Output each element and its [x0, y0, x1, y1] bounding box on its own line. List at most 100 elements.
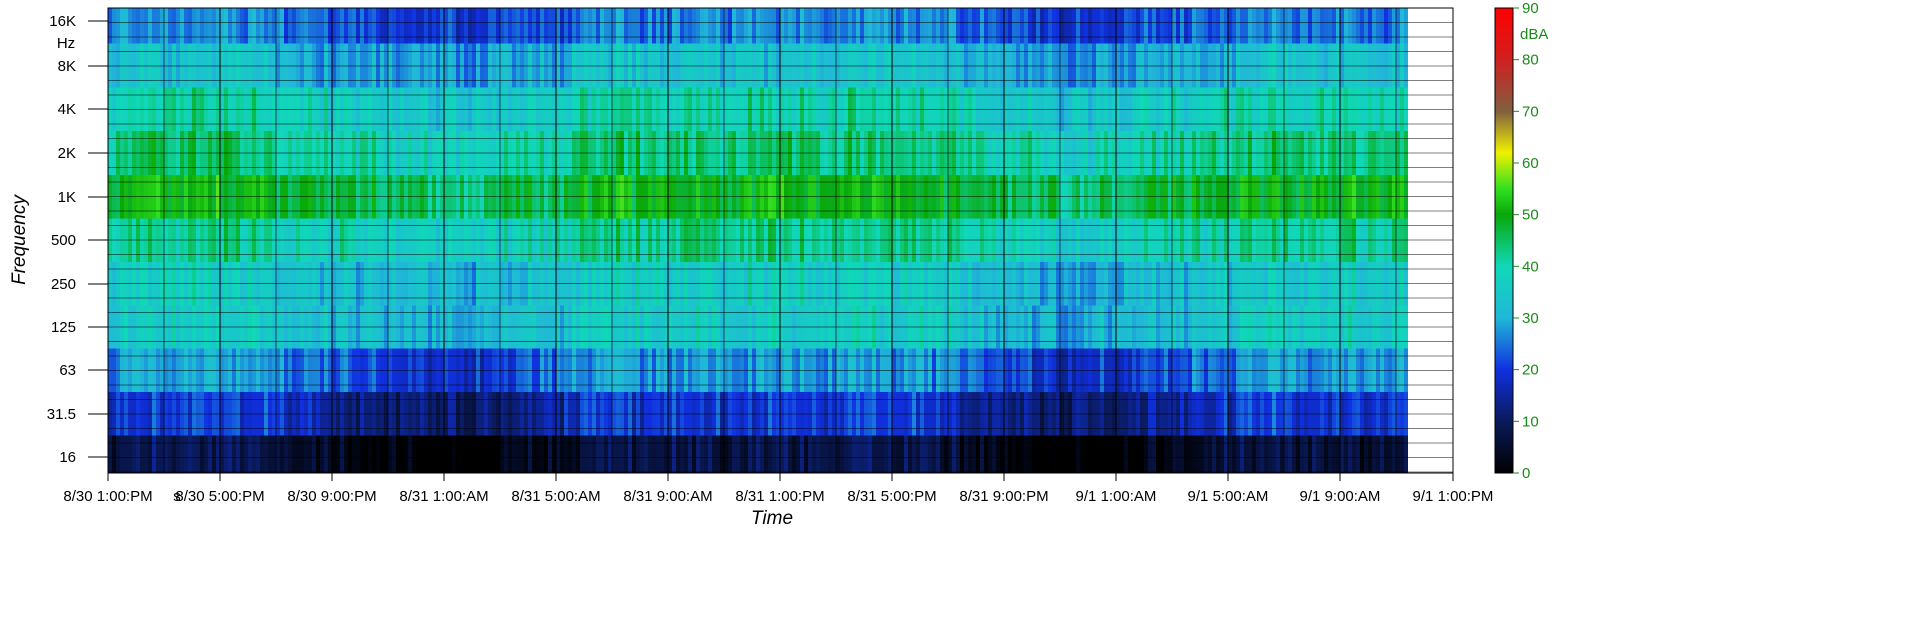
heatmap-cell [364, 8, 368, 44]
heatmap-cell [880, 8, 884, 44]
heatmap-cell [1092, 43, 1096, 88]
heatmap-cell [424, 8, 428, 44]
heatmap-cell [744, 435, 748, 473]
heatmap-cell [1100, 8, 1104, 44]
heatmap-cell [216, 8, 220, 44]
heatmap-cell [536, 8, 540, 44]
heatmap-cell [1116, 435, 1120, 473]
heatmap-cell [668, 8, 672, 44]
heatmap-cell [1072, 8, 1076, 44]
heatmap-cell [916, 8, 920, 44]
heatmap-cell [744, 8, 748, 44]
heatmap-cell [1244, 43, 1248, 88]
heatmap-cell [1020, 8, 1024, 44]
heatmap-cell [1188, 8, 1192, 44]
heatmap-cell [1200, 435, 1204, 473]
heatmap-cell [1380, 43, 1384, 88]
heatmap-cell [1144, 43, 1148, 88]
heatmap-cell [852, 435, 856, 473]
heatmap-cell [1076, 8, 1080, 44]
heatmap-cell [1276, 435, 1280, 473]
heatmap-cell [456, 435, 460, 473]
heatmap-cell [1064, 8, 1068, 44]
heatmap-cell [340, 43, 344, 88]
heatmap-cell [212, 8, 216, 44]
x-tick-label: 8/31 5:00:AM [511, 488, 600, 505]
heatmap-cell [284, 435, 288, 473]
heatmap-cell [588, 8, 592, 44]
heatmap-cell [304, 8, 308, 44]
heatmap-cell [836, 8, 840, 44]
heatmap-cell [1396, 435, 1400, 473]
x-tick-label: 8/30 5:00:PM [175, 488, 264, 505]
heatmap-cell [168, 8, 172, 44]
heatmap-cell [996, 435, 1000, 473]
heatmap-cell [136, 8, 140, 44]
heatmap-cell [240, 8, 244, 44]
heatmap-cell [392, 435, 396, 473]
heatmap-cell [532, 43, 536, 88]
heatmap-cell [200, 435, 204, 473]
heatmap-cell [988, 43, 992, 88]
heatmap-cell [704, 435, 708, 473]
heatmap-cell [584, 8, 588, 44]
heatmap-cell [872, 43, 876, 88]
heatmap-cell [1004, 435, 1008, 473]
heatmap-cell [1040, 43, 1044, 88]
heatmap-cell [552, 435, 556, 473]
heatmap-cell [1024, 435, 1028, 473]
heatmap-cell [696, 8, 700, 44]
heatmap-cell [1368, 43, 1372, 88]
heatmap-cell [816, 435, 820, 473]
heatmap-cell [444, 435, 448, 473]
heatmap-cell [1388, 8, 1392, 44]
heatmap-cell [1048, 8, 1052, 44]
x-tick-label: 8/30 1:00:PM [63, 488, 152, 505]
heatmap-cell [888, 43, 892, 88]
heatmap-cell [208, 8, 212, 44]
x-tick-label: 8/31 9:00:AM [623, 488, 712, 505]
heatmap-cell [212, 43, 216, 88]
heatmap-cell [108, 8, 112, 44]
heatmap-cell [1104, 435, 1108, 473]
heatmap-cell [732, 435, 736, 473]
heatmap-cell [600, 8, 604, 44]
heatmap-cell [1112, 8, 1116, 44]
heatmap-cell [384, 43, 388, 88]
heatmap-cell [412, 435, 416, 473]
heatmap-cell [660, 435, 664, 473]
heatmap-cell [672, 8, 676, 44]
heatmap-cell [580, 435, 584, 473]
heatmap-cell [132, 435, 136, 473]
heatmap-cell [1400, 435, 1404, 473]
heatmap-cell [1112, 43, 1116, 88]
heatmap-cell [1308, 43, 1312, 88]
heatmap-cell [512, 435, 516, 473]
heatmap-cell [376, 43, 380, 88]
heatmap-cell [932, 435, 936, 473]
heatmap-cell [664, 435, 668, 473]
heatmap-cell [220, 43, 224, 88]
heatmap-cell [1056, 435, 1060, 473]
heatmap-cell [140, 435, 144, 473]
heatmap-cell [288, 435, 292, 473]
heatmap-cell [988, 8, 992, 44]
heatmap-cell [1060, 43, 1064, 88]
heatmap-cell [328, 8, 332, 44]
heatmap-cell [1020, 435, 1024, 473]
heatmap-cell [416, 43, 420, 88]
heatmap-cell [1036, 8, 1040, 44]
heatmap-cell [1180, 43, 1184, 88]
y-tick-label: 2K [58, 145, 76, 162]
heatmap-cell [156, 435, 160, 473]
heatmap-cell [248, 8, 252, 44]
heatmap-cell [336, 435, 340, 473]
heatmap-cell [592, 43, 596, 88]
heatmap-cell [220, 8, 224, 44]
heatmap-cell [248, 435, 252, 473]
heatmap-cell [908, 43, 912, 88]
heatmap-cell [1088, 43, 1092, 88]
heatmap-cell [1140, 43, 1144, 88]
x-tick-label: 9/1 9:00:AM [1300, 488, 1381, 505]
heatmap-cell [1248, 8, 1252, 44]
